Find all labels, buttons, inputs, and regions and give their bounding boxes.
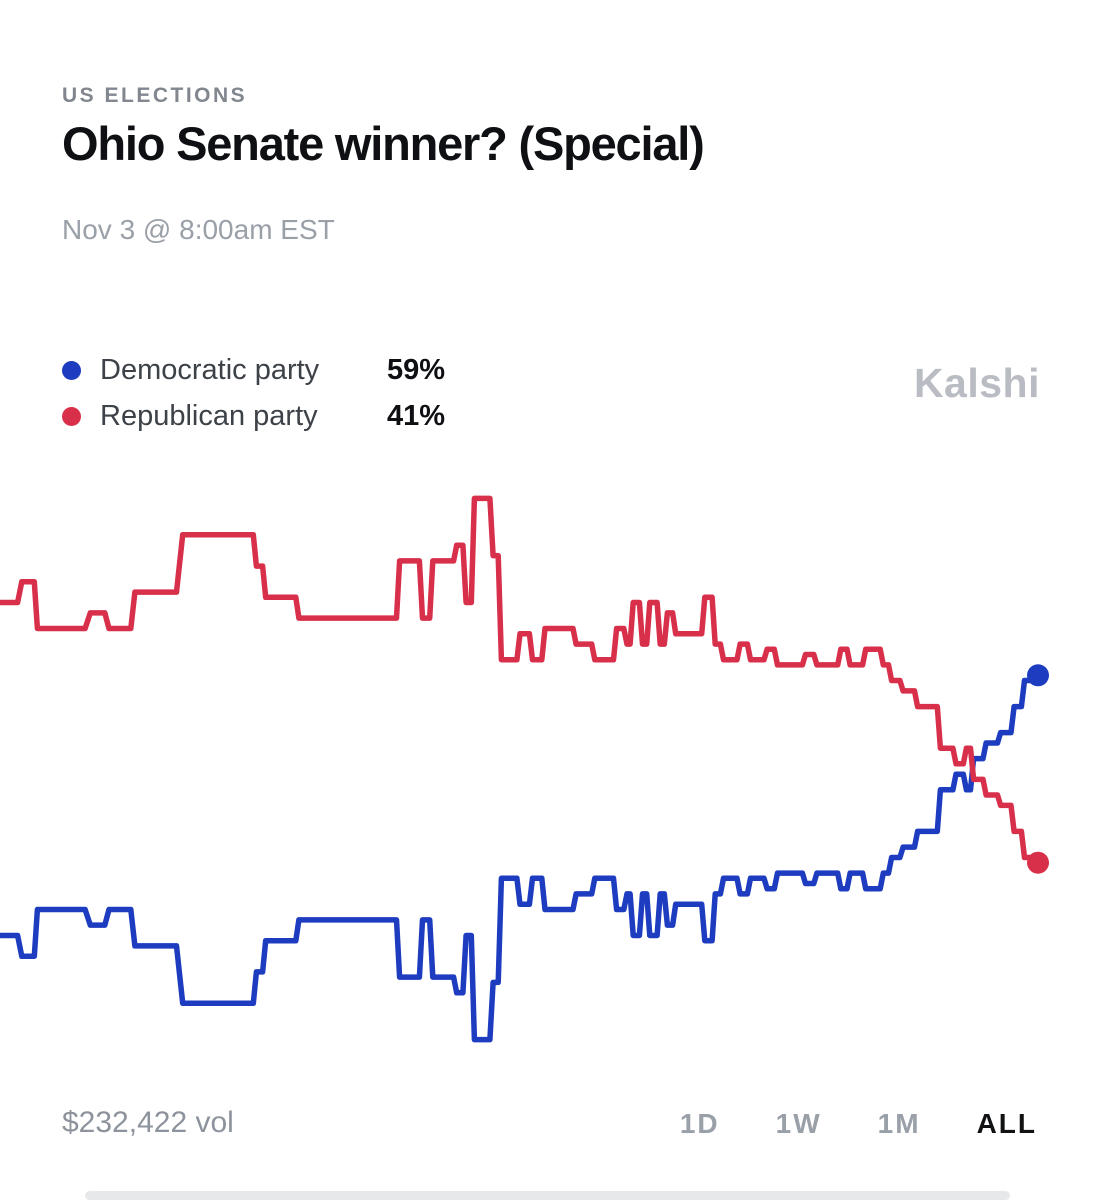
page-title: Ohio Senate winner? (Special) xyxy=(62,117,705,170)
time-range-selector: 1D 1W 1M ALL xyxy=(680,1108,1037,1140)
kalshi-logo: Kalshi xyxy=(913,360,1040,406)
market-close-time: Nov 3 @ 8:00am EST xyxy=(62,214,335,245)
volume-label: $232,422 vol xyxy=(62,1106,234,1139)
legend: Democratic party 59% Republican party 41… xyxy=(62,354,445,433)
legend-label-democratic: Democratic party xyxy=(100,354,320,386)
republican-dot-icon xyxy=(62,407,81,426)
bottom-scroll-indicator xyxy=(85,1191,1010,1200)
legend-label-republican: Republican party xyxy=(100,400,318,432)
legend-value-democratic: 59% xyxy=(387,354,446,386)
range-1d-button[interactable]: 1D xyxy=(679,1108,720,1139)
legend-item-democratic: Democratic party 59% xyxy=(62,354,445,387)
range-all-button[interactable]: ALL xyxy=(976,1108,1037,1139)
category-label: US ELECTIONS xyxy=(62,84,248,107)
range-1m-button[interactable]: 1M xyxy=(877,1108,921,1139)
legend-value-republican: 41% xyxy=(387,400,446,432)
range-1w-button[interactable]: 1W xyxy=(775,1108,822,1139)
legend-item-republican: Republican party 41% xyxy=(62,400,445,433)
democratic-dot-icon xyxy=(62,361,81,380)
